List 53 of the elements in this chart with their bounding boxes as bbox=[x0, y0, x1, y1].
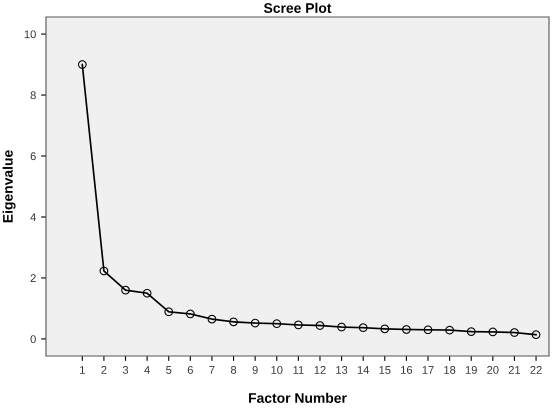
y-tick-label: 10 bbox=[24, 30, 36, 38]
point bbox=[316, 321, 324, 330]
point bbox=[142, 288, 152, 298]
x-tick-label: 9 bbox=[252, 366, 258, 374]
x-tick-label: 12 bbox=[314, 366, 326, 374]
point bbox=[186, 310, 195, 318]
point bbox=[229, 317, 238, 326]
point bbox=[208, 314, 216, 324]
x-tick-label: 22 bbox=[530, 366, 542, 374]
x-tick-label: 11 bbox=[293, 366, 304, 374]
point bbox=[272, 319, 282, 328]
y-axis-title: Eigenvalue bbox=[2, 150, 16, 222]
point bbox=[337, 322, 346, 332]
y-tick-label: 0 bbox=[30, 335, 36, 344]
point bbox=[402, 325, 411, 334]
y-tick-label: 8 bbox=[30, 91, 36, 100]
x-tick-label: 15 bbox=[379, 366, 391, 374]
point bbox=[294, 320, 303, 330]
x-tick-label: 10 bbox=[271, 366, 283, 374]
point bbox=[78, 60, 87, 69]
y-tick-label: 4 bbox=[30, 213, 36, 222]
point bbox=[380, 324, 390, 334]
point bbox=[164, 307, 174, 316]
point bbox=[100, 266, 108, 276]
point bbox=[121, 286, 130, 295]
point bbox=[250, 318, 260, 328]
x-tick-label: 13 bbox=[336, 366, 348, 374]
x-tick-label: 14 bbox=[358, 366, 370, 374]
point bbox=[488, 328, 498, 336]
x-tick-label: 6 bbox=[188, 366, 193, 374]
x-tick-label: 16 bbox=[401, 366, 412, 374]
point bbox=[510, 328, 519, 337]
point bbox=[466, 327, 476, 336]
x-tick-label: 1 bbox=[80, 366, 85, 374]
x-tick-label: 18 bbox=[444, 366, 456, 374]
y-tick-label: 2 bbox=[30, 274, 36, 282]
x-tick-label: 5 bbox=[166, 366, 172, 374]
chart-title: Scree Plot bbox=[264, 2, 332, 13]
point bbox=[424, 325, 432, 334]
point bbox=[445, 326, 454, 334]
x-tick-label: 17 bbox=[422, 366, 434, 374]
x-tick-label: 21 bbox=[508, 366, 520, 374]
x-tick-label: 3 bbox=[122, 366, 128, 374]
point bbox=[358, 323, 368, 332]
x-tick-label: 19 bbox=[466, 366, 477, 374]
x-tick-label: 8 bbox=[230, 366, 236, 374]
x-tick-label: 4 bbox=[144, 366, 150, 374]
y-tick-label: 6 bbox=[30, 152, 36, 160]
x-axis-title: Factor Number bbox=[249, 392, 347, 403]
x-tick-label: 7 bbox=[209, 366, 214, 374]
x-tick-label: 2 bbox=[101, 366, 106, 374]
x-tick-label: 20 bbox=[487, 366, 499, 374]
point bbox=[532, 330, 540, 340]
